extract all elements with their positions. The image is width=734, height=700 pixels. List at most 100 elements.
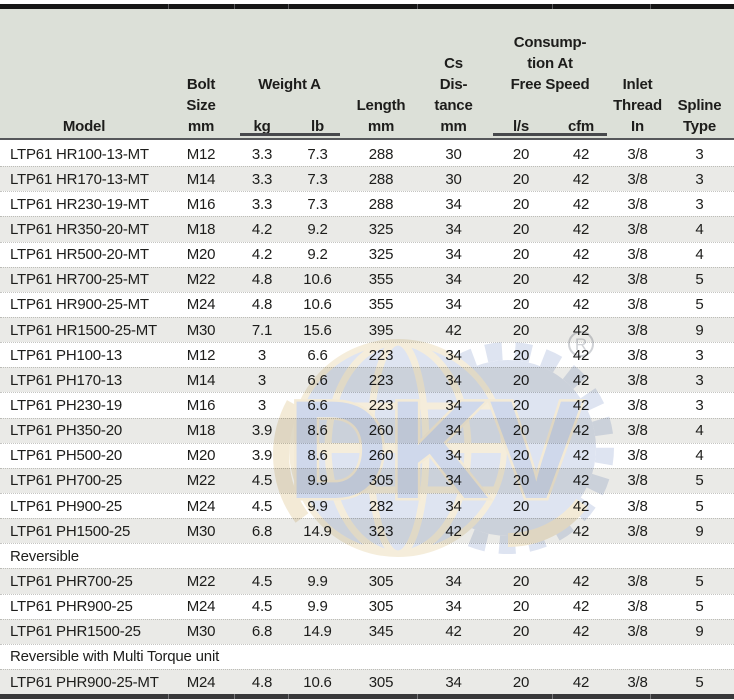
cell-model: LTP61 PHR900-25 <box>10 598 133 616</box>
cell-cs: 34 <box>445 296 462 314</box>
cell-bolt: M12 <box>186 346 216 364</box>
cell-cs: 34 <box>445 271 462 289</box>
cell-kg: 4.8 <box>251 673 273 691</box>
cell-model: LTP61 HR350-20-MT <box>10 220 149 238</box>
cell-inlet: 3/8 <box>627 371 648 389</box>
cell-kg: 4.5 <box>251 497 273 515</box>
cell-bolt: M16 <box>186 396 216 414</box>
cell-spline: 4 <box>695 422 704 440</box>
cell-inlet: 3/8 <box>627 220 648 238</box>
cell-spline: 3 <box>695 396 704 414</box>
cell-model: LTP61 PH700-25 <box>10 472 122 490</box>
cell-spline: 5 <box>695 497 704 515</box>
cell-model: LTP61 HR230-19-MT <box>10 195 149 213</box>
cell-bolt: M24 <box>186 598 216 616</box>
cell-kg: 3.3 <box>251 195 273 213</box>
column-tick <box>234 694 235 699</box>
cell-lb: 7.3 <box>307 195 328 213</box>
cell-model: LTP61 PH100-13 <box>10 346 122 364</box>
cell-spline: 3 <box>695 346 704 364</box>
cell-spline: 3 <box>695 371 704 389</box>
cell-bolt: M30 <box>186 321 216 339</box>
cell-length: 223 <box>368 346 394 364</box>
cell-spline: 5 <box>695 572 704 590</box>
cell-model: LTP61 PH230-19 <box>10 396 122 414</box>
table-row: LTP61 PHR900-25-MT M24 4.8 10.6 305 34 20 42 3/8… <box>0 668 734 695</box>
cell-bolt: M12 <box>186 145 216 163</box>
table-row: LTP61 HR170-13-MT M14 3.3 7.3 288 30 20 42 3/8 3 <box>0 166 734 192</box>
cell-ls: 20 <box>512 371 530 389</box>
cell-kg: 3 <box>257 346 267 364</box>
section-label: Reversible <box>10 547 79 565</box>
column-tick <box>168 694 169 699</box>
cell-inlet: 3/8 <box>627 472 648 490</box>
cell-cfm: 42 <box>572 371 590 389</box>
cell-lb: 10.6 <box>303 673 332 691</box>
cell-lb: 10.6 <box>303 271 332 289</box>
table-row: LTP61 PHR1500-25 M30 6.8 14.9 345 42 20 42 3/8 9 <box>0 618 734 644</box>
cell-inlet: 3/8 <box>627 346 648 364</box>
cell-cs: 34 <box>445 497 462 515</box>
cell-inlet: 3/8 <box>627 522 648 540</box>
cell-ls: 20 <box>512 497 530 515</box>
cell-lb: 9.9 <box>307 598 328 616</box>
cell-length: 288 <box>368 195 394 213</box>
header-cfm: cfm <box>567 118 595 135</box>
cell-model: LTP61 PH1500-25 <box>10 522 131 540</box>
table-row: LTP61 HR350-20-MT M18 4.2 9.2 325 34 20 42 3/8 4 <box>0 216 734 242</box>
cell-lb: 9.9 <box>307 472 328 490</box>
cell-inlet: 3/8 <box>627 396 648 414</box>
cell-cfm: 42 <box>572 296 590 314</box>
column-tick <box>552 694 553 699</box>
header-spline-type: Spline Type <box>677 97 722 135</box>
cell-model: LTP61 PH170-13 <box>10 371 122 389</box>
cell-kg: 4.8 <box>251 271 273 289</box>
cell-spline: 3 <box>695 170 704 188</box>
cell-cfm: 42 <box>572 447 590 465</box>
cell-model: LTP61 PHR700-25 <box>10 572 133 590</box>
cell-ls: 20 <box>512 346 530 364</box>
cell-lb: 9.2 <box>307 220 328 238</box>
cell-cs: 42 <box>445 321 462 339</box>
header-bolt-size: Bolt Size mm <box>186 76 216 135</box>
cell-cs: 34 <box>445 572 462 590</box>
table-row: LTP61 PH500-20 M20 3.9 8.6 260 34 20 42 3/8 4 <box>0 442 734 468</box>
cell-bolt: M30 <box>186 522 216 540</box>
cell-cfm: 42 <box>572 346 590 364</box>
cell-length: 260 <box>368 447 394 465</box>
table-row: LTP61 PH900-25 M24 4.5 9.9 282 34 20 42 3/8 5 <box>0 492 734 518</box>
cell-length: 325 <box>368 246 394 264</box>
cell-model: LTP61 HR500-20-MT <box>10 246 149 264</box>
cell-lb: 7.3 <box>307 145 328 163</box>
cell-length: 223 <box>368 371 394 389</box>
cell-bolt: M18 <box>186 220 216 238</box>
cell-model: LTP61 PHR900-25-MT <box>10 673 159 691</box>
cell-bolt: M16 <box>186 195 216 213</box>
cell-spline: 5 <box>695 472 704 490</box>
cell-model: LTP61 PH350-20 <box>10 422 122 440</box>
cell-bolt: M24 <box>186 296 216 314</box>
cell-length: 395 <box>368 321 394 339</box>
table-row: LTP61 HR230-19-MT M16 3.3 7.3 288 34 20 42 3/8 3 <box>0 191 734 216</box>
table-body: DKV R LTP61 HR100-13-MT M12 3.3 7.3 288 30 20 4… <box>0 142 734 695</box>
table-row: LTP61 HR100-13-MT M12 3.3 7.3 288 30 20 42 3/8 3 <box>0 142 734 166</box>
cell-bolt: M18 <box>186 422 216 440</box>
cell-bolt: M22 <box>186 472 216 490</box>
cell-inlet: 3/8 <box>627 673 648 691</box>
cell-cfm: 42 <box>572 170 590 188</box>
cell-bolt: M24 <box>186 673 216 691</box>
section-row: Reversible with Multi Torque unit <box>0 643 734 669</box>
cell-cs: 34 <box>445 447 462 465</box>
table-row: LTP61 HR500-20-MT M20 4.2 9.2 325 34 20 42 3/8 4 <box>0 241 734 267</box>
table-row: LTP61 PH700-25 M22 4.5 9.9 305 34 20 42 3/8 5 <box>0 467 734 493</box>
table-row: LTP61 PHR900-25 M24 4.5 9.9 305 34 20 42 3/8 5 <box>0 593 734 619</box>
header-weight-group: Weight A <box>258 76 321 93</box>
header-length: Length mm <box>356 97 406 135</box>
cell-inlet: 3/8 <box>627 623 648 641</box>
cell-model: LTP61 HR900-25-MT <box>10 296 149 314</box>
cell-ls: 20 <box>512 598 530 616</box>
cell-cs: 34 <box>445 346 462 364</box>
cell-length: 305 <box>368 673 394 691</box>
cell-model: LTP61 PH900-25 <box>10 497 122 515</box>
